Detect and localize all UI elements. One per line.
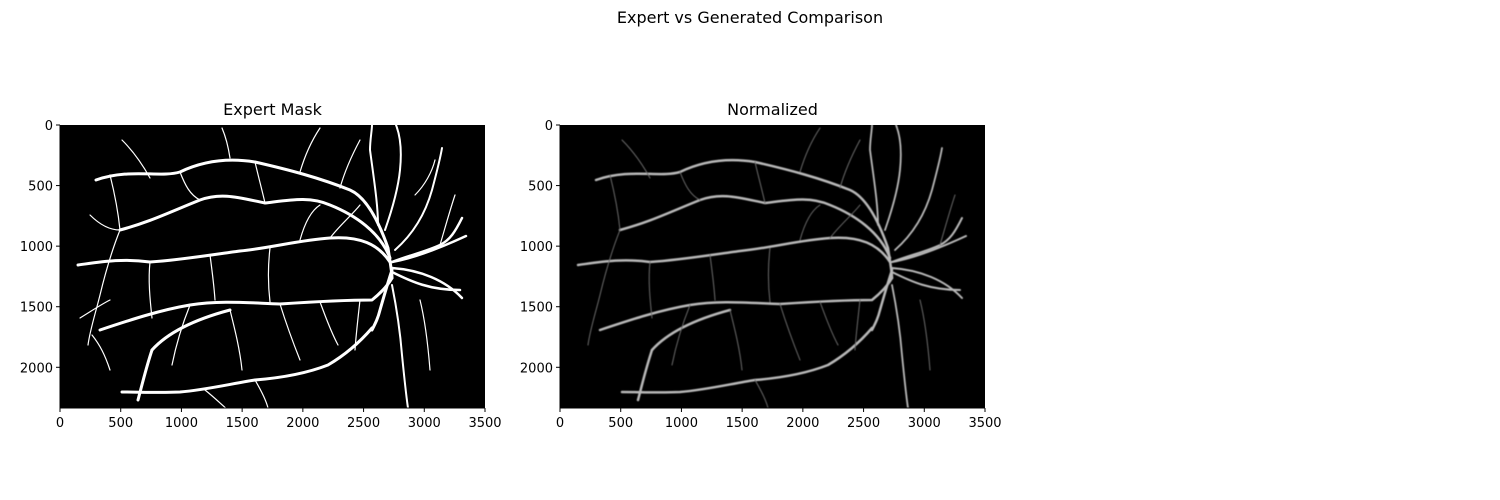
y-tick-label: 1500 bbox=[520, 301, 553, 316]
y-tick-label: 500 bbox=[528, 180, 553, 195]
x-tick-label: 1500 bbox=[226, 416, 259, 431]
normalized-vessels bbox=[576, 125, 967, 408]
x-tick-label: 2500 bbox=[347, 416, 380, 431]
y-tick-label: 500 bbox=[28, 180, 53, 195]
y-tick-label: 1000 bbox=[520, 240, 553, 255]
expert-mask-image bbox=[60, 125, 485, 408]
x-tick-label: 1000 bbox=[665, 416, 698, 431]
y-tick-label: 1500 bbox=[20, 301, 53, 316]
x-tick-label: 500 bbox=[108, 416, 133, 431]
panel-title-normalized: Normalized bbox=[727, 100, 818, 119]
x-tick-label: 2000 bbox=[786, 416, 819, 431]
tick-layer: 0 500 1000 1500 2000 2500 3000 3500 0 500 1000 1500… bbox=[20, 119, 1002, 431]
y-tick-label: 2000 bbox=[520, 361, 553, 376]
x-tick-label: 1000 bbox=[165, 416, 198, 431]
x-tick-label: 500 bbox=[608, 416, 633, 431]
panel-normalized bbox=[559, 125, 985, 409]
x-tick-label: 2000 bbox=[286, 416, 319, 431]
y-tick-label: 0 bbox=[545, 119, 553, 134]
figure-title: Expert vs Generated Comparison bbox=[616, 8, 884, 27]
expert-mask-axes bbox=[59, 125, 485, 409]
x-tick-label: 0 bbox=[556, 416, 564, 431]
y-tick-label: 0 bbox=[45, 119, 53, 134]
normalized-axes bbox=[559, 125, 985, 409]
x-tick-label: 1500 bbox=[726, 416, 759, 431]
x-tick-label: 2500 bbox=[847, 416, 880, 431]
y-tick-label: 1000 bbox=[20, 240, 53, 255]
normalized-image bbox=[560, 125, 985, 408]
x-tick-label: 3500 bbox=[468, 416, 501, 431]
panel-title-expert-mask: Expert Mask bbox=[223, 100, 322, 119]
x-tick-label: 3000 bbox=[408, 416, 441, 431]
expert-mask-vessels bbox=[76, 125, 468, 408]
y-tick-label: 2000 bbox=[20, 361, 53, 376]
x-tick-label: 0 bbox=[56, 416, 64, 431]
x-tick-label: 3500 bbox=[968, 416, 1001, 431]
x-tick-label: 3000 bbox=[908, 416, 941, 431]
panel-expert-mask bbox=[59, 125, 485, 409]
